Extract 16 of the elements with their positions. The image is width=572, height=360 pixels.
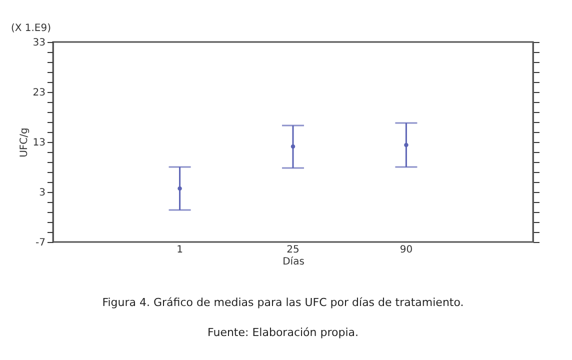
y-tick-label: -7: [36, 238, 46, 248]
text: (X 1.E9): [10, 23, 52, 34]
x-axis-title: Días: [282, 256, 304, 268]
y-tick-label: 33: [32, 38, 46, 48]
source-note: Fuente: Elaboración propia.: [207, 326, 359, 339]
point: [404, 142, 408, 148]
x-tick-label: 25: [286, 244, 300, 256]
y-tick-label: 13: [32, 138, 46, 148]
x-tick-label: 1: [176, 244, 183, 256]
text: Figura 4. Gráfico de medias para las UFC por días de tratamiento.: [102, 296, 464, 309]
point: [290, 144, 296, 149]
y-tick-label: 3: [39, 188, 46, 198]
y-axis-title: UFC/g: [18, 128, 30, 158]
x-tick-label: 90: [400, 244, 413, 256]
point: [178, 186, 182, 191]
y-tick-label: 23: [32, 88, 46, 98]
